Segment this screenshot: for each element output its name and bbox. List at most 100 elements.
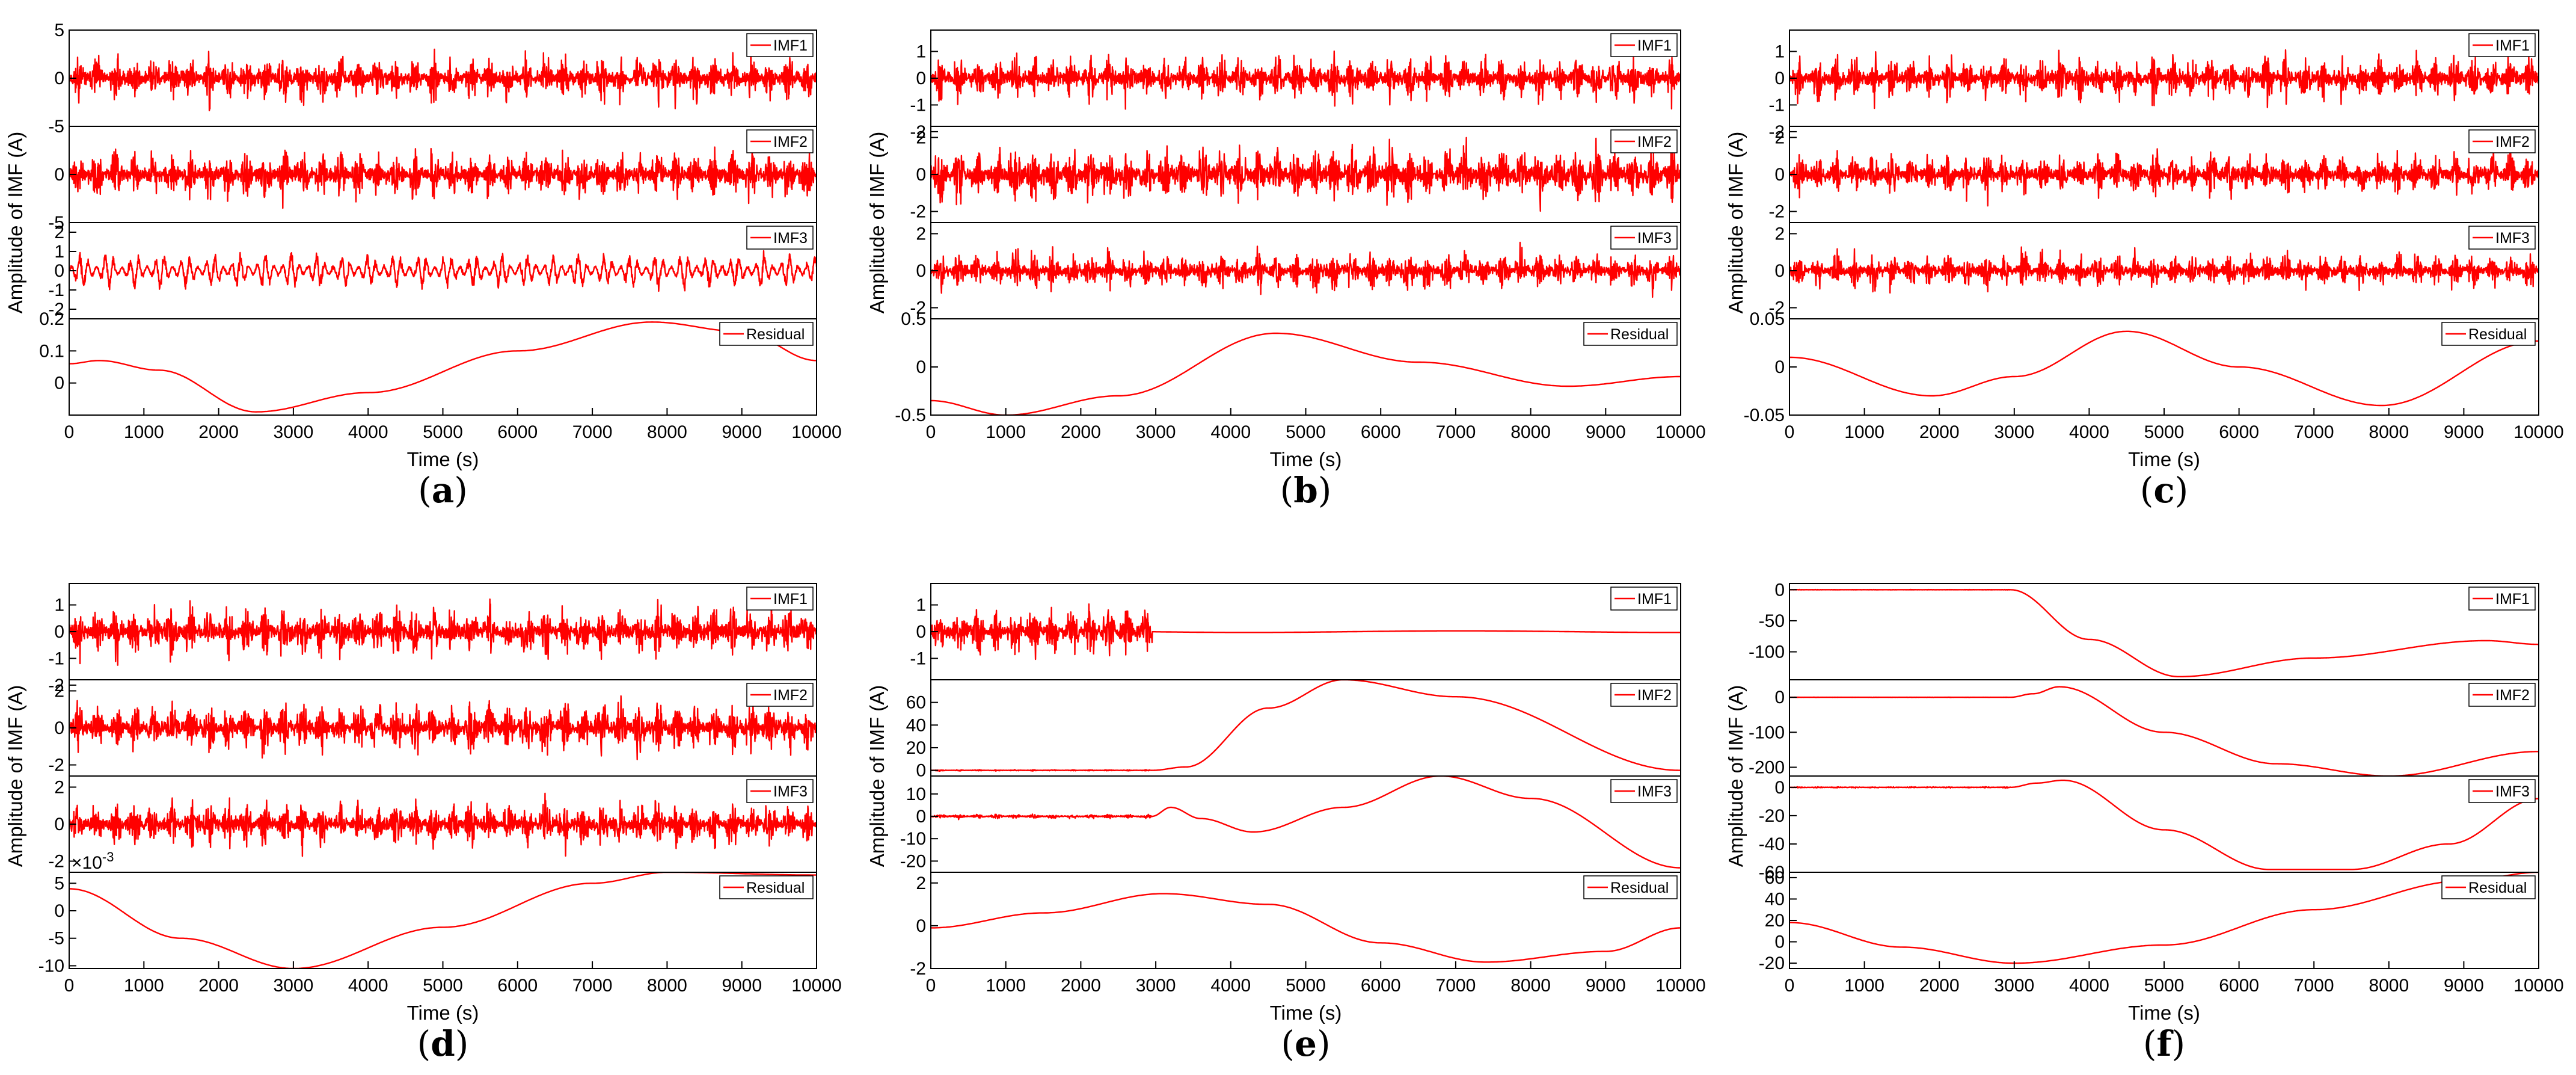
- series-imf1: [931, 603, 1681, 661]
- y-tick-label: 0: [54, 815, 64, 834]
- panel-b: 10-1-2IMF120-2IMF220-2IMF30.50-0.5Residu…: [866, 29, 1706, 511]
- subplot-residual: 2 0 -2 Residual: [910, 872, 1681, 979]
- series-residual: [69, 872, 817, 969]
- x-tick-label: 6000: [497, 422, 538, 442]
- y-tick-label: 0: [1774, 165, 1785, 185]
- y-tick-label: 2: [1774, 224, 1785, 244]
- y-tick-label: 0: [916, 622, 926, 642]
- y-tick-label: -40: [1759, 834, 1785, 854]
- x-tick-label: 2000: [1919, 422, 1960, 442]
- legend-residual: Residual: [719, 322, 814, 346]
- y-tick-label: -5: [48, 213, 64, 233]
- x-tick-label: 1000: [986, 422, 1026, 442]
- y-tick-label: 0: [1774, 261, 1785, 281]
- legend-label: IMF1: [1637, 37, 1672, 54]
- series-imf2: [69, 146, 817, 209]
- y-tick-label: -5: [48, 117, 64, 137]
- y-tick-label: 0: [1774, 357, 1785, 377]
- y-tick-label: 2: [916, 128, 926, 147]
- x-tick-label: 7000: [2294, 976, 2334, 996]
- series-imf2: [1789, 686, 2539, 776]
- legend-imf2: IMF2: [746, 129, 814, 153]
- subplot-imf3: 0 -20 -40 -60 IMF3: [1759, 775, 2539, 882]
- legend-label: IMF1: [1637, 591, 1672, 608]
- x-tick-label: 10000: [2513, 422, 2563, 442]
- panel-caption: (e): [1281, 1023, 1330, 1064]
- x-tick-label: 9000: [2444, 976, 2484, 996]
- x-tick-label: 0: [926, 976, 936, 996]
- y-tick-label: 40: [906, 715, 926, 735]
- y-tick-label: -2: [48, 756, 64, 775]
- x-tick-label: 4000: [348, 422, 388, 442]
- x-tick-label: 5000: [2144, 422, 2185, 442]
- y-tick-label: -100: [1749, 722, 1785, 742]
- subplot-frame: [930, 318, 1681, 416]
- y-axis-label: Amplitude of IMF (A): [866, 685, 888, 867]
- y-tick-label: 2: [54, 681, 64, 701]
- y-tick-label: -20: [1759, 953, 1785, 973]
- legend-imf3: IMF3: [1610, 779, 1678, 803]
- y-tick-label: -2: [1768, 122, 1785, 142]
- legend-label: IMF2: [1637, 134, 1672, 150]
- y-tick-label: -2: [48, 676, 64, 695]
- x-tick-label: 3000: [1994, 422, 2034, 442]
- legend-box: [1610, 587, 1678, 611]
- series-imf3: [69, 250, 817, 292]
- y-axis-label: Amplitude of IMF (A): [866, 132, 888, 314]
- x-tick-label: 6000: [497, 976, 538, 996]
- x-tick-label: 1000: [1844, 976, 1884, 996]
- x-tick-label: 7000: [1436, 422, 1476, 442]
- y-tick-label: 5: [54, 873, 64, 893]
- x-axis-label: Time (s): [407, 1002, 479, 1024]
- x-axis-label: Time (s): [407, 448, 479, 470]
- y-tick-label: 0: [54, 374, 64, 393]
- y-tick-label: -10: [900, 829, 926, 849]
- x-tick-label: 4000: [2069, 976, 2109, 996]
- x-tick-label: 10000: [2513, 976, 2563, 996]
- subplot-frame: [1789, 318, 2539, 416]
- series-residual: [1789, 330, 2539, 407]
- x-tick-label: 0: [1785, 422, 1795, 442]
- y-tick-label: 2: [54, 777, 64, 797]
- series-imf3: [1789, 779, 2539, 870]
- x-tick-label: 2000: [198, 976, 239, 996]
- panel-caption: (b): [1280, 470, 1332, 511]
- y-tick-label: 2: [1774, 128, 1785, 147]
- y-tick-label: -10: [38, 956, 64, 976]
- x-tick-label: 4000: [2069, 422, 2109, 442]
- x-axis-label: Time (s): [2128, 448, 2200, 470]
- y-tick-label: 0: [916, 807, 926, 827]
- subplot-imf1: 1 0 -1 IMF1: [910, 583, 1681, 680]
- legend-imf1: IMF1: [746, 33, 814, 57]
- x-axis-label: Time (s): [1270, 1002, 1342, 1024]
- y-tick-label: -2: [1768, 202, 1785, 222]
- y-tick-label: 0: [916, 261, 926, 281]
- legend-box: [1583, 875, 1678, 899]
- series-imf2: [931, 680, 1681, 772]
- y-axis-label: Amplitude of IMF (A): [4, 685, 26, 867]
- x-tick-label: 1000: [124, 422, 164, 442]
- x-tick-label: 9000: [2444, 422, 2484, 442]
- x-tick-label: 4000: [1210, 422, 1251, 442]
- y-tick-label: 1: [1774, 42, 1785, 62]
- legend-label: IMF3: [773, 230, 808, 247]
- series-imf2: [931, 137, 1681, 212]
- y-axis-label: Amplitude of IMF (A): [4, 132, 26, 314]
- legend-residual: Residual: [719, 875, 814, 899]
- panel-e: 10-1IMF16040200IMF2100-10-20IMF320-2Resi…: [866, 583, 1706, 1064]
- x-tick-label: 7000: [572, 976, 613, 996]
- x-tick-label: 1000: [124, 976, 164, 996]
- panel-c: 10-1-2IMF120-2IMF220-2IMF30.050-0.05Resi…: [1725, 29, 2564, 511]
- legend-imf2: IMF2: [1610, 683, 1678, 707]
- y-tick-label: 2: [54, 223, 64, 242]
- y-tick-label: -1: [48, 648, 64, 668]
- legend-label: IMF2: [2495, 134, 2530, 150]
- series-imf2: [69, 695, 817, 760]
- legend-label: Residual: [1610, 879, 1669, 896]
- y-tick-label: -2: [1768, 298, 1785, 318]
- subplot-imf3: 2 0 -2 IMF3: [48, 775, 817, 873]
- x-tick-label: 8000: [1510, 976, 1551, 996]
